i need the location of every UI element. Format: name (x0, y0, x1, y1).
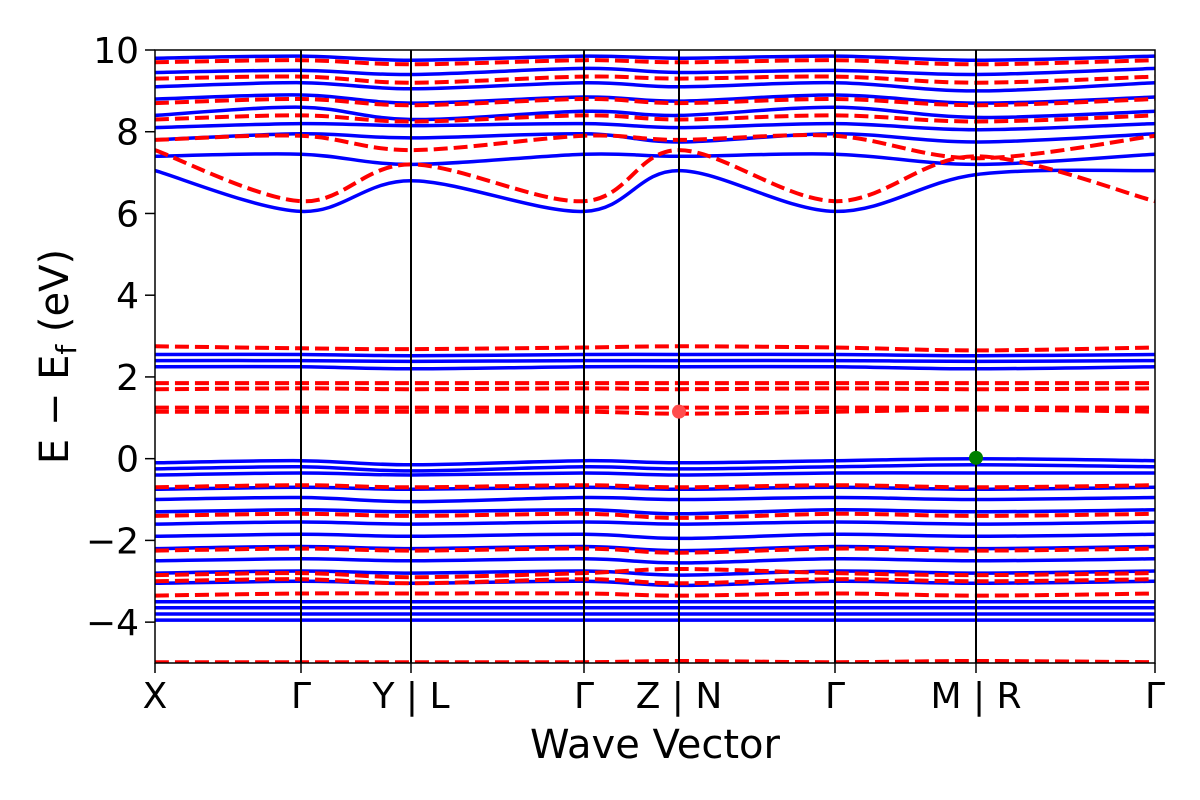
band-up-10 (155, 358, 1155, 364)
y-tick-label-1: −2 (86, 521, 139, 562)
band-up-0 (155, 168, 1155, 214)
kpoint-lines (300, 50, 977, 663)
band-up-14 (155, 471, 1155, 477)
band-down-0 (155, 148, 1155, 204)
y-axis-label-main: E − E (32, 355, 78, 465)
band-down-16 (155, 591, 1155, 598)
band-up-16 (155, 495, 1155, 504)
x-tick-label-3: Γ (574, 676, 594, 717)
x-axis-label: Wave Vector (530, 722, 781, 768)
x-tick-label-7: Γ (1145, 676, 1165, 717)
x-tick-label-4: Z | N (636, 676, 723, 717)
x-tick-label-1: Γ (291, 676, 311, 717)
cbm-marker (672, 404, 686, 419)
band-down-17 (155, 658, 1155, 663)
extrema-markers (672, 404, 983, 465)
band-down-11 (155, 483, 1155, 490)
x-axis-ticks: X Γ Y | L Γ Z | N Γ M | R Γ (143, 663, 1165, 717)
y-tick-label-0: −4 (86, 603, 139, 644)
x-tick-label-2: Y | L (371, 676, 449, 717)
y-axis-label-subscript: f (50, 344, 83, 355)
band-up-3 (155, 121, 1155, 132)
y-tick-label-7: 10 (93, 31, 139, 72)
band-down-6 (155, 344, 1155, 353)
x-tick-label-0: X (143, 676, 168, 717)
band-up-13 (155, 463, 1155, 473)
x-tick-label-6: M | R (930, 676, 1021, 717)
y-axis-ticks: −4 −2 0 2 4 6 8 10 (86, 31, 155, 644)
y-tick-label-3: 2 (116, 358, 139, 399)
plot-frame (154, 49, 1156, 664)
band-up-19 (155, 532, 1155, 541)
y-tick-label-6: 8 (116, 113, 139, 154)
x-tick-label-5: Γ (825, 676, 845, 717)
y-tick-label-2: 0 (116, 440, 139, 481)
y-tick-label-4: 4 (116, 276, 139, 317)
band-up-11 (155, 352, 1155, 358)
band-up-7 (155, 66, 1155, 77)
y-axis-label: E − Ef (eV) (32, 249, 83, 464)
band-up-21 (155, 557, 1155, 565)
band-down-8 (155, 386, 1155, 392)
bands-layer (155, 54, 1155, 663)
band-up-18 (155, 520, 1155, 526)
band-down-10 (155, 407, 1155, 416)
y-tick-label-5: 6 (116, 194, 139, 235)
band-up-9 (155, 364, 1155, 371)
vbm-marker (969, 450, 983, 465)
y-axis-label-unit: (eV) (32, 249, 78, 345)
